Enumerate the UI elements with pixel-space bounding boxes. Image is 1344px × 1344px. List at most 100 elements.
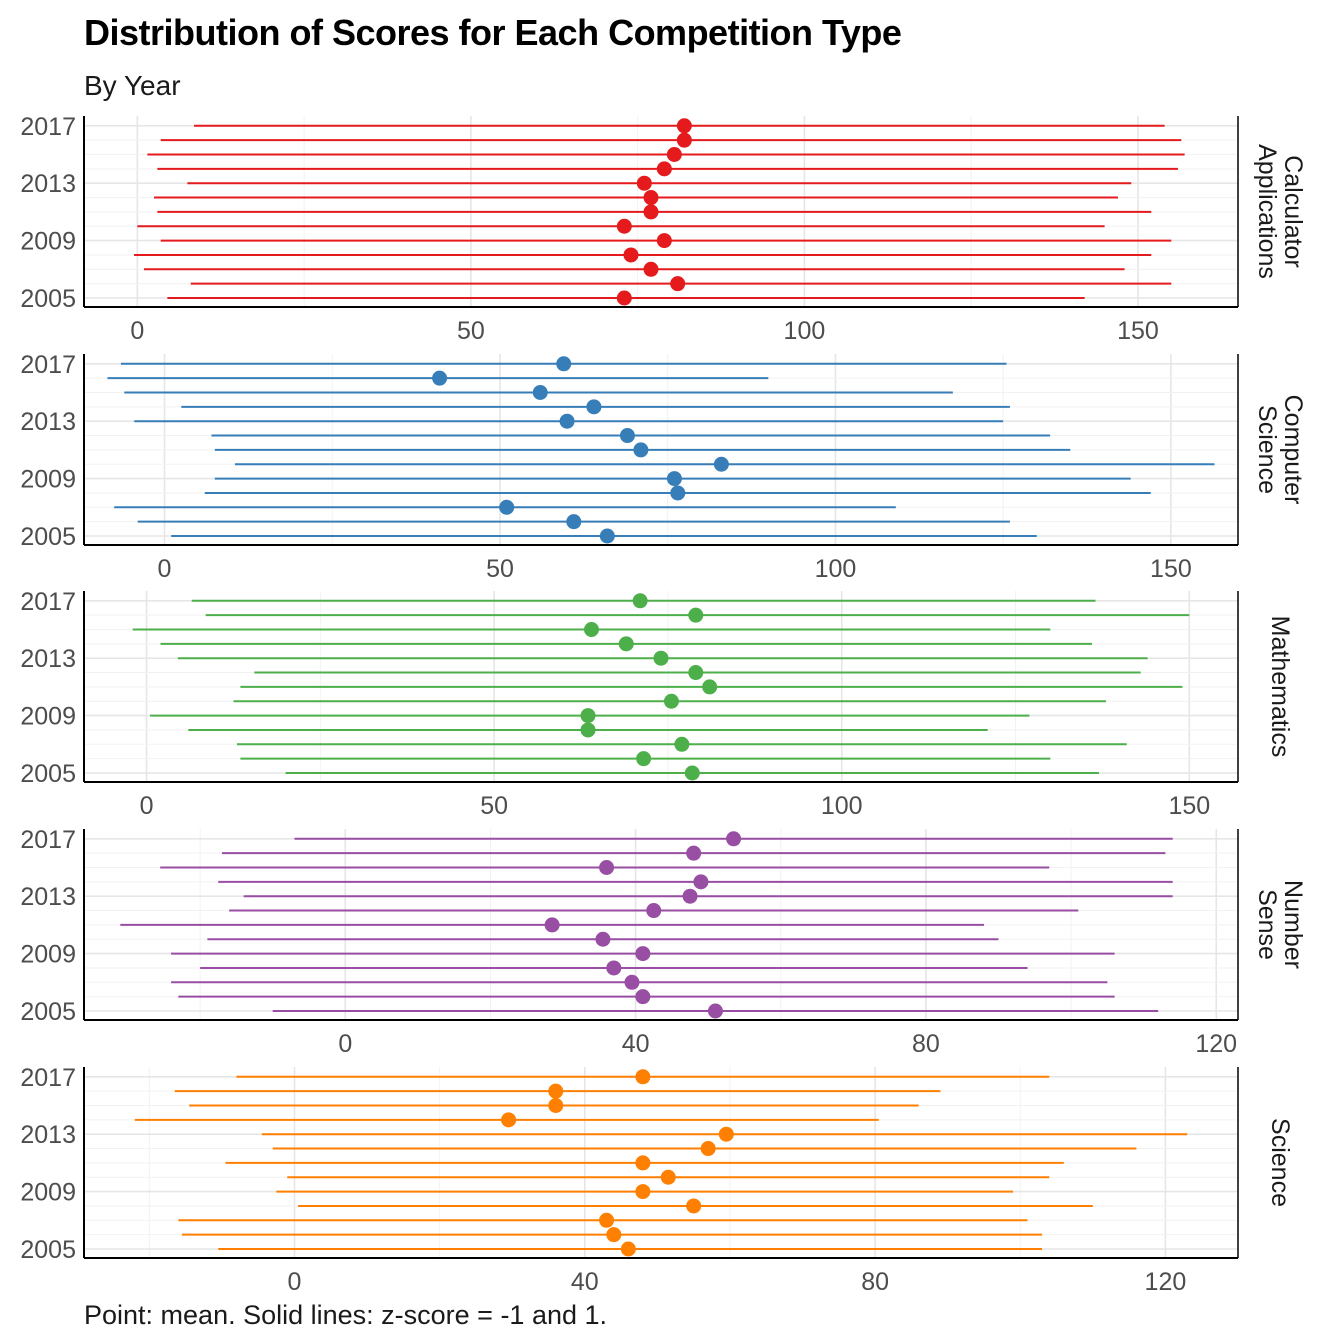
mean-point (632, 593, 648, 609)
mean-point (599, 528, 615, 544)
facet-strip-line: Science (1253, 405, 1281, 494)
facet-strip-line: Mathematics (1266, 616, 1294, 758)
mean-point (595, 931, 611, 947)
mean-point (635, 1155, 651, 1171)
mean-point (643, 190, 659, 206)
mean-point (656, 233, 672, 249)
x-tick-label: 40 (571, 1268, 599, 1296)
mean-point (636, 751, 652, 767)
x-tick-label: 0 (158, 555, 172, 583)
x-tick-label: 80 (861, 1268, 889, 1296)
x-tick-label: 150 (1168, 792, 1210, 820)
facet-panel-3: 2017 2013 2009 2005 0 40 80 120 NumberSense (20, 826, 1307, 1058)
mean-point (674, 736, 690, 752)
mean-point (586, 399, 602, 415)
mean-point (619, 428, 635, 444)
mean-point (599, 860, 615, 875)
mean-point (548, 1083, 564, 1099)
mean-point (620, 1241, 636, 1257)
facet-panel-2: 2017 2013 2009 2005 0 50 100 150 Mathematics (20, 588, 1294, 820)
chart-title: Distribution of Scores for Each Competit… (84, 12, 902, 53)
x-tick-label: 40 (622, 1030, 650, 1058)
mean-point (624, 974, 640, 990)
facet-strip-label: NumberSense (1253, 880, 1307, 969)
facet-panel-0: 2017 2013 2009 2005 0 50 100 150 CalculatorAppli… (20, 113, 1307, 345)
mean-point (606, 1227, 622, 1243)
y-tick-label: 2009 (20, 466, 76, 494)
mean-point (635, 989, 651, 1005)
mean-point (688, 607, 704, 623)
mean-point (636, 175, 652, 191)
facet-strip-line: Calculator (1279, 155, 1307, 268)
mean-point (499, 499, 515, 515)
mean-point (532, 385, 548, 400)
mean-point (635, 1184, 651, 1200)
mean-point (635, 946, 651, 962)
chart-caption: Point: mean. Solid lines: z-score = -1 a… (84, 1300, 608, 1330)
mean-point (713, 456, 729, 472)
y-tick-label: 2013 (20, 408, 76, 436)
facet-strip-line: Number (1279, 880, 1307, 969)
mean-point (707, 1003, 723, 1019)
x-tick-label: 50 (486, 555, 514, 583)
x-tick-label: 100 (815, 555, 857, 583)
x-tick-label: 100 (821, 792, 863, 820)
mean-point (684, 765, 700, 781)
y-tick-label: 2013 (20, 1121, 76, 1149)
y-tick-label: 2009 (20, 941, 76, 969)
y-tick-label: 2017 (20, 588, 76, 616)
mean-point (501, 1112, 517, 1128)
mean-point (599, 1212, 615, 1228)
mean-point (702, 679, 718, 695)
mean-point (633, 442, 649, 458)
y-tick-label: 2017 (20, 1064, 76, 1092)
mean-point (666, 147, 682, 162)
mean-point (688, 665, 704, 681)
facet-strip-line: Science (1266, 1118, 1294, 1207)
mean-point (583, 622, 599, 637)
mean-point (670, 485, 686, 501)
y-tick-label: 2009 (20, 228, 76, 256)
y-tick-label: 2017 (20, 113, 76, 141)
mean-point (653, 650, 669, 666)
mean-point (676, 132, 692, 148)
x-tick-label: 0 (140, 792, 154, 820)
facet-strip-line: Applications (1253, 144, 1281, 279)
y-tick-label: 2009 (20, 1179, 76, 1207)
mean-point (726, 831, 742, 847)
facet-strip-label: Mathematics (1266, 616, 1294, 758)
mean-point (616, 218, 632, 234)
y-tick-label: 2013 (20, 883, 76, 911)
y-tick-label: 2005 (20, 1236, 76, 1264)
mean-point (635, 1069, 651, 1085)
facet-strip-line: Computer (1279, 395, 1307, 505)
y-tick-label: 2005 (20, 760, 76, 788)
chart-subtitle: By Year (84, 70, 181, 101)
x-tick-label: 120 (1145, 1268, 1187, 1296)
x-tick-label: 0 (288, 1268, 302, 1296)
y-tick-label: 2009 (20, 703, 76, 731)
mean-point (718, 1126, 734, 1142)
facet-panel-1: 2017 2013 2009 2005 0 50 100 150 ComputerScience (20, 351, 1307, 583)
x-tick-label: 150 (1150, 555, 1192, 583)
y-tick-label: 2005 (20, 285, 76, 313)
x-tick-label: 0 (338, 1030, 352, 1058)
facet-strip-line: Sense (1253, 889, 1281, 960)
mean-point (686, 845, 702, 861)
mean-point (693, 874, 709, 890)
mean-point (580, 722, 596, 738)
mean-point (643, 204, 659, 220)
mean-point (700, 1141, 716, 1157)
mean-point (686, 1198, 702, 1214)
x-tick-label: 150 (1117, 317, 1159, 345)
facet-strip-label: Science (1266, 1118, 1294, 1207)
mean-point (623, 247, 639, 263)
mean-point (559, 413, 575, 429)
y-tick-label: 2005 (20, 523, 76, 551)
mean-point (606, 960, 622, 976)
y-tick-label: 2013 (20, 170, 76, 198)
mean-point (660, 1169, 676, 1185)
mean-point (544, 917, 560, 933)
mean-point (580, 708, 596, 724)
